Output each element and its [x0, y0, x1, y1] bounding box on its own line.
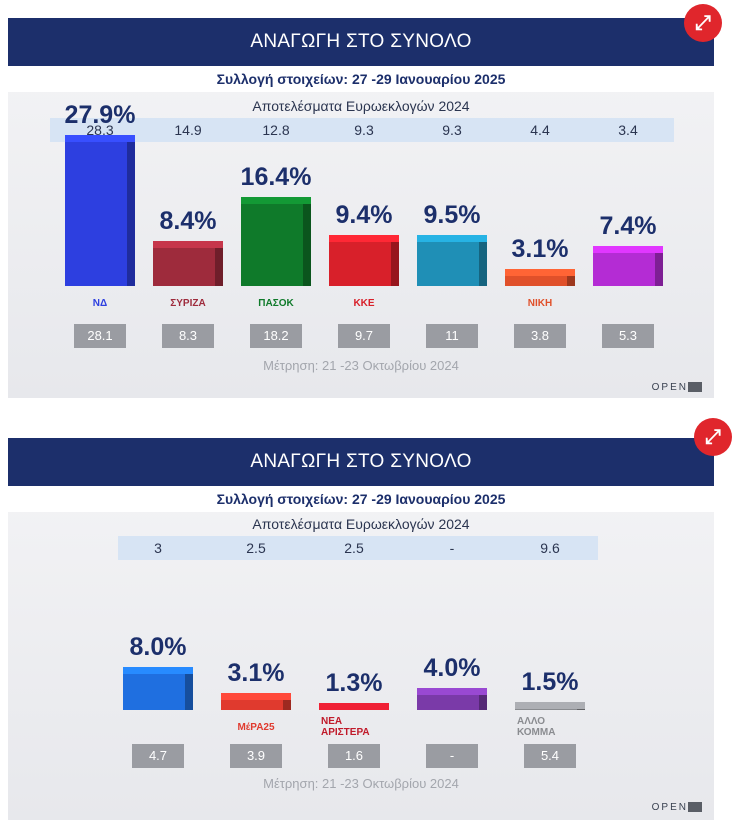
party-logo-icon: ΜέΡΑ25: [237, 721, 275, 733]
data-label: 1.5%: [521, 667, 579, 696]
data-label: 16.4%: [240, 163, 312, 192]
bar-mark: [329, 235, 399, 286]
party-logo-icon: ΚΚΕ: [353, 297, 375, 309]
bar-mark: [65, 135, 135, 286]
previous-measurement-value: 8.3: [162, 324, 214, 348]
data-label: 27.9%: [64, 101, 136, 130]
previous-measurement-value: 4.7: [132, 744, 184, 768]
bar-mark: [593, 246, 663, 286]
previous-measurement-value: 3.9: [230, 744, 282, 768]
panel-subtitle: Συλλογή στοιχείων: 27 -29 Ιανουαρίου 202…: [8, 486, 714, 512]
party-logo-icon: ΑΛΛΟ ΚΟΜΜΑ: [517, 716, 556, 738]
euro-results-row: [50, 118, 674, 142]
panel-title: ΑΝΑΓΩΓΗ ΣΤΟ ΣΥΝΟΛΟ: [8, 438, 714, 486]
previous-measurement-value: -: [426, 744, 478, 768]
euro-2024-value: 14.9: [174, 122, 202, 138]
previous-measurement-value: 5.4: [524, 744, 576, 768]
bar-mark: [123, 666, 193, 710]
party-logo-icon: ΠΑΣΟΚ: [258, 297, 294, 309]
party-logo-icon: [125, 713, 191, 741]
euro-2024-value: 2.5: [246, 540, 266, 556]
data-label: 7.4%: [599, 212, 657, 241]
party-logo-icon: [419, 289, 485, 317]
measurement-label: Μέτρηση: 21 -23 Οκτωβρίου 2024: [263, 358, 459, 373]
previous-measurement-value: 18.2: [250, 324, 302, 348]
bar-mark: [319, 702, 389, 710]
measurement-label: Μέτρηση: 21 -23 Οκτωβρίου 2024: [263, 776, 459, 791]
data-label: 4.0%: [423, 654, 481, 683]
previous-measurement-value: 9.7: [338, 324, 390, 348]
panel-subtitle: Συλλογή στοιχείων: 27 -29 Ιανουαρίου 202…: [8, 66, 714, 92]
euro-2024-value: 3: [154, 540, 162, 556]
previous-measurement-value: 1.6: [328, 744, 380, 768]
chart-panel-1: ΑΝΑΓΩΓΗ ΣΤΟ ΣΥΝΟΛΟ Συλλογή στοιχείων: 27…: [8, 18, 714, 398]
party-logo-icon: ΝΔ: [92, 297, 108, 309]
euro-2024-value: -: [449, 540, 455, 556]
euro-results-label: Αποτελέσματα Ευρωεκλογών 2024: [252, 516, 470, 532]
panel-title: ΑΝΑΓΩΓΗ ΣΤΟ ΣΥΝΟΛΟ: [8, 18, 714, 66]
data-label: 1.3%: [325, 668, 383, 697]
data-label: 3.1%: [227, 659, 285, 688]
party-logo-icon: [419, 713, 485, 741]
data-label: 9.4%: [335, 201, 393, 230]
previous-measurement-value: 3.8: [514, 324, 566, 348]
euro-results-row: [118, 536, 598, 560]
bar-mark: [241, 197, 311, 286]
data-label: 8.4%: [159, 206, 217, 235]
previous-measurement-value: 28.1: [74, 324, 126, 348]
brand-logo: OPEN: [651, 382, 688, 393]
party-logo-icon: ΣΥΡΙΖΑ: [170, 297, 206, 309]
expand-arrows-icon[interactable]: ⤢: [684, 4, 722, 42]
party-logo-icon: [595, 289, 661, 317]
data-label: 9.5%: [423, 200, 481, 229]
euro-2024-value: 28.3: [86, 122, 114, 138]
brand-logo: OPEN: [651, 802, 688, 813]
euro-2024-value: 12.8: [262, 122, 290, 138]
euro-2024-value: 2.5: [344, 540, 364, 556]
brand-mark: [688, 382, 702, 392]
euro-2024-value: 9.6: [540, 540, 560, 556]
chart-panel-2: ΑΝΑΓΩΓΗ ΣΤΟ ΣΥΝΟΛΟ Συλλογή στοιχείων: 27…: [8, 438, 714, 820]
data-label: 3.1%: [511, 235, 569, 264]
data-label: 8.0%: [129, 632, 187, 661]
bar-mark: [505, 269, 575, 286]
expand-arrows-icon[interactable]: ⤢: [694, 418, 732, 456]
euro-2024-value: 4.4: [530, 122, 550, 138]
bar-mark: [153, 240, 223, 286]
bar-mark: [515, 701, 585, 710]
euro-results-label: Αποτελέσματα Ευρωεκλογών 2024: [252, 98, 470, 114]
euro-2024-value: 9.3: [354, 122, 374, 138]
previous-measurement-value: 11: [426, 324, 478, 348]
previous-measurement-value: 5.3: [602, 324, 654, 348]
party-logo-icon: ΝΕΑ ΑΡΙΣΤΕΡΑ: [321, 716, 370, 738]
bar-mark: [417, 234, 487, 286]
bar-mark: [417, 688, 487, 710]
euro-2024-value: 3.4: [618, 122, 638, 138]
bar-mark: [221, 693, 291, 710]
brand-mark: [688, 802, 702, 812]
party-logo-icon: ΝΙΚΗ: [527, 297, 553, 309]
euro-2024-value: 9.3: [442, 122, 462, 138]
